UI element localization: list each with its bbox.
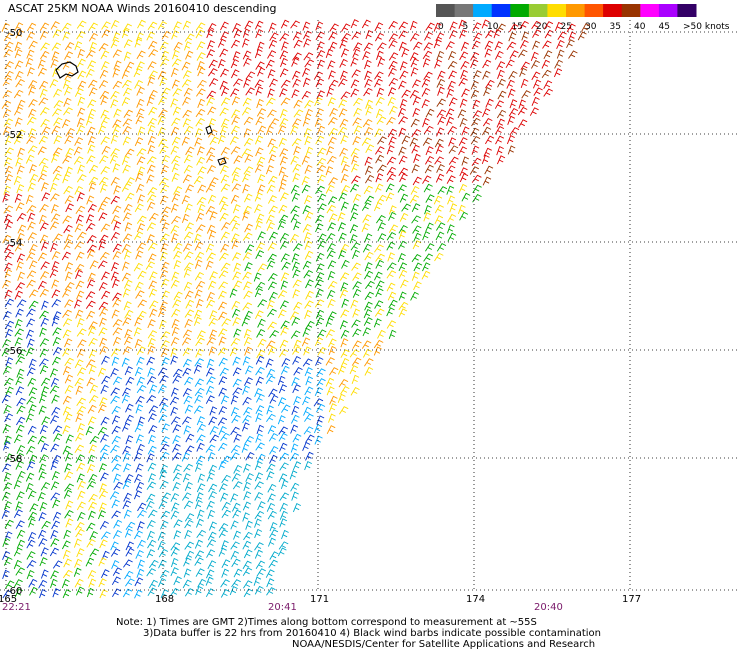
longitude-label: 168 <box>155 594 174 605</box>
colorbar-tick-label: 5 <box>463 22 469 32</box>
colorbar-segment <box>491 4 511 17</box>
colorbar-segment <box>584 4 604 17</box>
time-label: 20:41 <box>268 602 297 612</box>
island-outline <box>55 61 227 166</box>
colorbar-segment <box>510 4 530 17</box>
colorbar-segment <box>528 4 548 17</box>
latitude-label: -58 <box>6 454 22 465</box>
latitude-label: -50 <box>6 28 22 39</box>
colorbar-tick-label: 45 <box>659 22 670 32</box>
colorbar-tick-label: >50 knots <box>683 22 730 32</box>
colorbar-tick-label: 40 <box>634 22 646 32</box>
note-line-1: Note: 1) Times are GMT 2)Times along bot… <box>116 617 537 628</box>
colorbar-segment <box>454 4 474 17</box>
colorbar-segment <box>473 4 493 17</box>
latitude-label: -60 <box>6 586 22 597</box>
time-label: 22:21 <box>2 602 31 612</box>
time-labels: 22:21 20:41 20:40 <box>2 602 563 612</box>
colorbar-tick-label: 0 <box>438 22 444 32</box>
colorbar-tick-label: 20 <box>536 22 548 32</box>
colorbar-tick-label: 15 <box>512 22 523 32</box>
latitude-label: -56 <box>6 346 22 357</box>
colorbar-segment <box>547 4 567 17</box>
map-title: ASCAT 25KM NOAA Winds 20160410 descendin… <box>8 2 277 15</box>
colorbar-tick-label: 10 <box>487 22 499 32</box>
colorbar-segment <box>640 4 660 17</box>
wind-speed-colorbar: 0 5 10 15 20 25 30 35 40 45 >50 knots <box>436 4 730 32</box>
colorbar-tick-label: 25 <box>561 22 572 32</box>
colorbar-tick-label: 35 <box>610 22 621 32</box>
colorbar-segment <box>677 4 697 17</box>
longitude-label: 174 <box>466 594 485 605</box>
longitude-label: 177 <box>622 594 641 605</box>
note-line-2: 3)Data buffer is 22 hrs from 20160410 4)… <box>143 628 601 639</box>
colorbar-tick-label: 30 <box>585 22 597 32</box>
wind-barbs-layer <box>1 19 591 599</box>
colorbar-segment <box>621 4 641 17</box>
longitude-label: 165 <box>0 594 17 605</box>
colorbar-segment <box>603 4 623 17</box>
island-shape-2 <box>205 125 213 135</box>
latitude-label: -52 <box>6 130 22 141</box>
colorbar-segment <box>658 4 678 17</box>
island-shape-3 <box>217 157 227 166</box>
colorbar-segment <box>566 4 586 17</box>
longitude-label: 171 <box>310 594 329 605</box>
island-shape <box>55 61 79 79</box>
lat-lon-grid <box>0 20 740 592</box>
note-line-3: NOAA/NESDIS/Center for Satellite Applica… <box>292 639 596 650</box>
latitude-label: -54 <box>6 238 22 249</box>
time-label: 20:40 <box>534 602 563 612</box>
colorbar-segment <box>436 4 456 17</box>
